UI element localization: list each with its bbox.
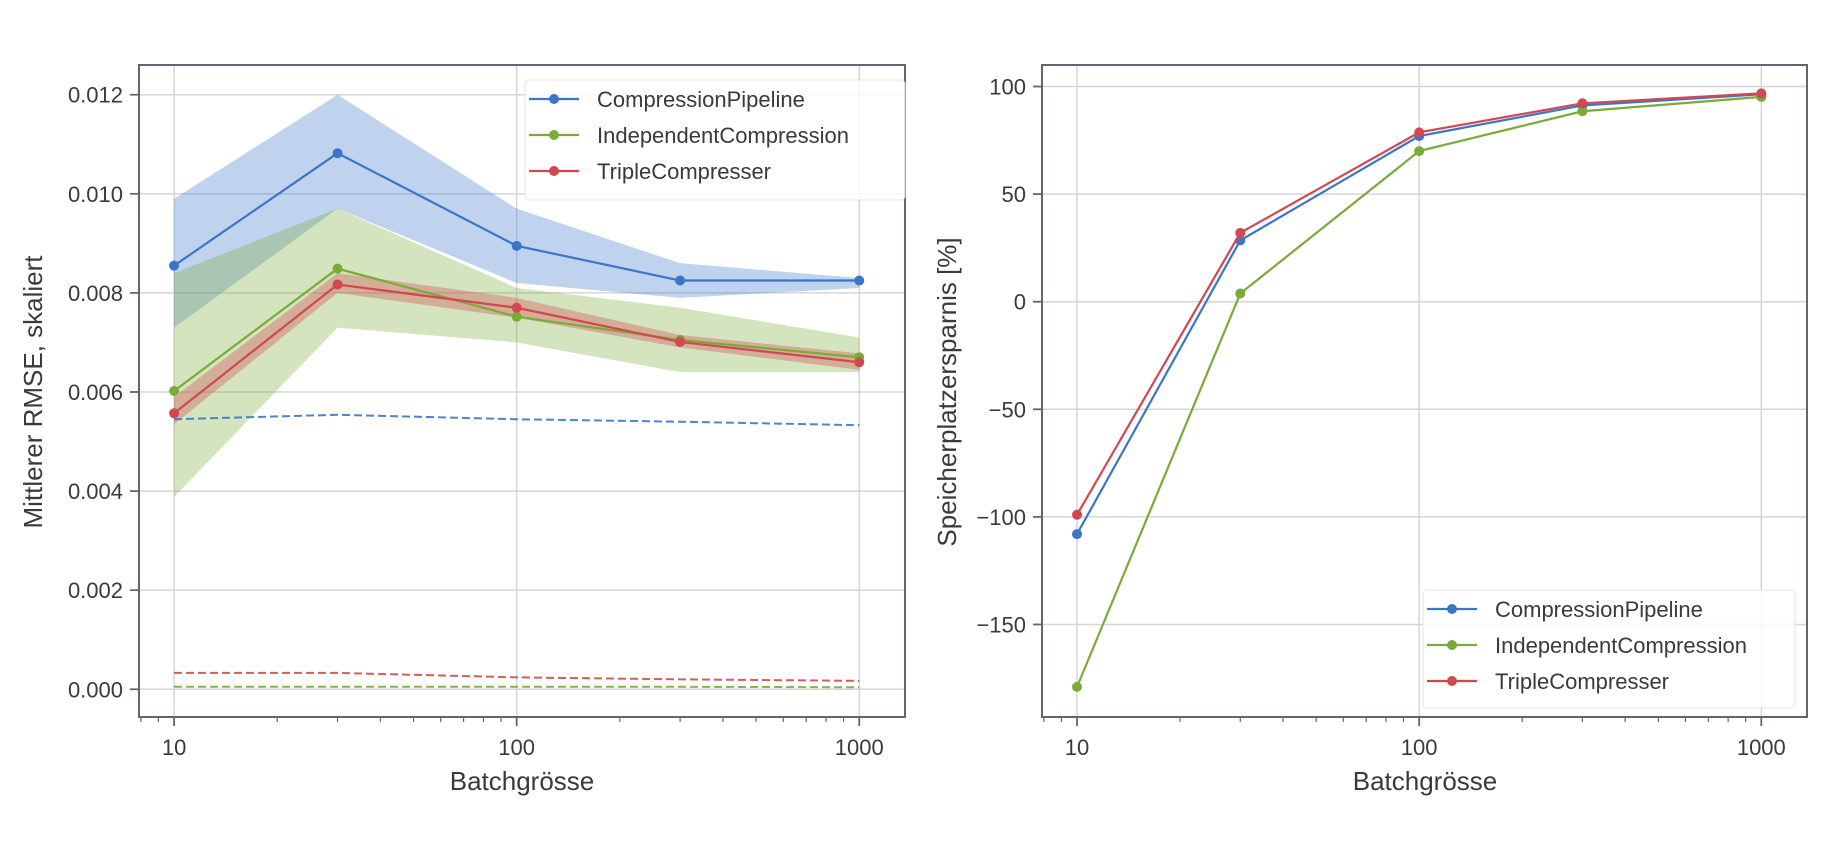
y-tick-label: −50 <box>989 397 1026 422</box>
baseline-dashed-line-0 <box>174 413 860 427</box>
legend-item: TripleCompresser <box>529 159 771 184</box>
data-point <box>1414 127 1425 138</box>
legend-marker-icon <box>1447 604 1457 614</box>
data-point <box>332 148 343 159</box>
data-point <box>332 263 343 274</box>
legend-item: CompressionPipeline <box>1427 597 1703 622</box>
legend-marker-icon <box>1447 676 1457 686</box>
data-point <box>511 302 522 313</box>
rmse-series-lines <box>169 148 865 419</box>
data-point <box>169 386 180 396</box>
axes-frame <box>1041 64 1808 718</box>
y-tick-label: 0.000 <box>68 677 123 702</box>
y-tick-label: 0.010 <box>68 182 123 207</box>
legend-item: TripleCompresser <box>1427 669 1669 694</box>
data-point <box>1414 146 1425 157</box>
y-tick-label: 50 <box>1002 182 1026 207</box>
storage-savings-chart: 10 100 1000 −150 −100 −50 0 50 100 Batchgrösse S… <box>932 64 1808 796</box>
legend-label: CompressionPipeline <box>597 87 805 112</box>
legend-marker-icon <box>549 94 559 104</box>
axes-frame <box>138 64 906 718</box>
y-tick-label: −150 <box>976 612 1026 637</box>
legend-item: IndependentCompression <box>529 123 849 148</box>
data-point <box>1072 529 1083 540</box>
rmse-ticks: 10 100 1000 0.000 0.002 0.004 0.006 0.008 0.010 0… <box>68 83 884 760</box>
legend-label: TripleCompresser <box>597 159 771 184</box>
legend-box <box>524 79 906 201</box>
rmse-axes-frame <box>138 64 906 718</box>
y-tick-label: 0.004 <box>68 479 123 504</box>
y-tick-label: 0.012 <box>68 83 123 108</box>
rmse-y-axis-label: Mittlerer RMSE, skaliert <box>18 255 48 529</box>
savings-axes-frame <box>1041 64 1808 718</box>
savings-ticks: 10 100 1000 −150 −100 −50 0 50 100 <box>976 75 1785 760</box>
x-tick-label: 1000 <box>835 735 884 760</box>
data-point <box>1577 106 1588 117</box>
data-point <box>511 240 522 251</box>
y-tick-label: 0.006 <box>68 380 123 405</box>
rmse-legend: CompressionPipeline IndependentCompressio… <box>524 79 906 201</box>
rmse-chart: 10 100 1000 0.000 0.002 0.004 0.006 0.008 0.010 0… <box>18 64 906 796</box>
data-point <box>1235 288 1246 299</box>
y-tick-label: 0.002 <box>68 578 123 603</box>
data-point <box>675 275 686 286</box>
rmse-baseline-lines <box>174 413 860 689</box>
legend-item: IndependentCompression <box>1427 633 1747 658</box>
x-tick-label: 10 <box>162 735 186 760</box>
legend-marker-icon <box>549 130 559 140</box>
legend-label: CompressionPipeline <box>1495 597 1703 622</box>
legend-marker-icon <box>549 166 559 176</box>
legend-item: CompressionPipeline <box>529 87 805 112</box>
savings-series-lines <box>1072 88 1767 692</box>
y-tick-label: 0.008 <box>68 281 123 306</box>
x-tick-label: 100 <box>498 735 535 760</box>
y-tick-label: 0 <box>1014 290 1026 315</box>
y-tick-label: 100 <box>989 75 1026 100</box>
data-point <box>854 357 865 368</box>
data-point <box>1072 681 1083 692</box>
data-point <box>169 408 180 419</box>
data-point <box>854 275 865 286</box>
x-tick-label: 10 <box>1065 735 1089 760</box>
confidence-band-1 <box>174 208 860 498</box>
y-tick-label: −100 <box>976 505 1026 530</box>
legend-box <box>1422 589 1796 709</box>
data-point <box>1072 509 1083 520</box>
legend-label: TripleCompresser <box>1495 669 1669 694</box>
data-point <box>332 279 343 290</box>
data-point <box>1756 88 1767 99</box>
data-point <box>511 311 522 322</box>
data-point <box>1577 98 1588 109</box>
x-tick-label: 100 <box>1401 735 1438 760</box>
savings-x-axis-label: Batchgrösse <box>1353 766 1498 796</box>
x-tick-label: 1000 <box>1737 735 1786 760</box>
data-point <box>1235 227 1246 238</box>
baseline-dashed-line-2 <box>174 671 860 682</box>
legend-label: IndependentCompression <box>1495 633 1747 658</box>
data-point <box>169 260 180 271</box>
data-point <box>675 336 686 347</box>
legend-label: IndependentCompression <box>597 123 849 148</box>
savings-legend: CompressionPipeline IndependentCompressio… <box>1422 589 1796 709</box>
savings-y-axis-label: Speicherplatzersparnis [%] <box>932 237 962 546</box>
confidence-band-0 <box>174 94 860 328</box>
legend-marker-icon <box>1447 640 1457 650</box>
rmse-x-axis-label: Batchgrösse <box>450 766 595 796</box>
